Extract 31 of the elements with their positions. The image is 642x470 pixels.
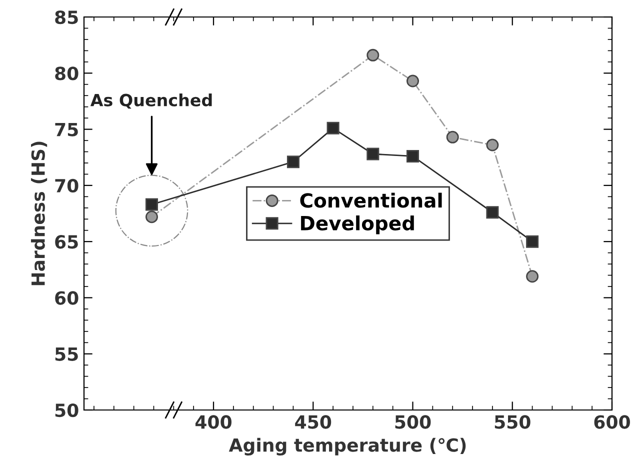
point <box>486 206 499 219</box>
y-axis-title: Hardness (HS) <box>30 142 48 286</box>
point <box>526 235 539 248</box>
y-tick-label: 60 <box>55 291 78 305</box>
y-tick-label: 75 <box>55 122 78 136</box>
y-tick-label: 55 <box>55 348 78 361</box>
x-tick-label: 500 <box>395 415 431 429</box>
point <box>286 156 300 168</box>
point <box>366 148 380 160</box>
point <box>326 122 340 134</box>
x-tick-label: 450 <box>295 415 332 429</box>
x-tick-label: 400 <box>195 415 232 429</box>
y-tick-label: 80 <box>55 66 78 80</box>
y-tick-label: 65 <box>55 235 78 249</box>
x-axis-title: Aging temperature (℃) <box>228 438 466 456</box>
y-tick-label: 85 <box>55 10 78 24</box>
point <box>366 48 380 62</box>
y-tick-label: 70 <box>55 178 78 193</box>
x-tick-label: 550 <box>494 415 530 429</box>
point <box>145 198 158 211</box>
point <box>526 270 539 283</box>
point <box>486 138 499 152</box>
annotation: As Quenched <box>90 94 212 109</box>
point <box>446 130 459 144</box>
point <box>145 210 158 224</box>
legend-label: Conventional <box>300 192 442 208</box>
y-tick-label: 50 <box>55 403 78 418</box>
point <box>406 74 420 88</box>
legend-label: Developed <box>301 215 414 234</box>
point <box>406 150 420 162</box>
x-tick-label: 600 <box>594 415 630 429</box>
